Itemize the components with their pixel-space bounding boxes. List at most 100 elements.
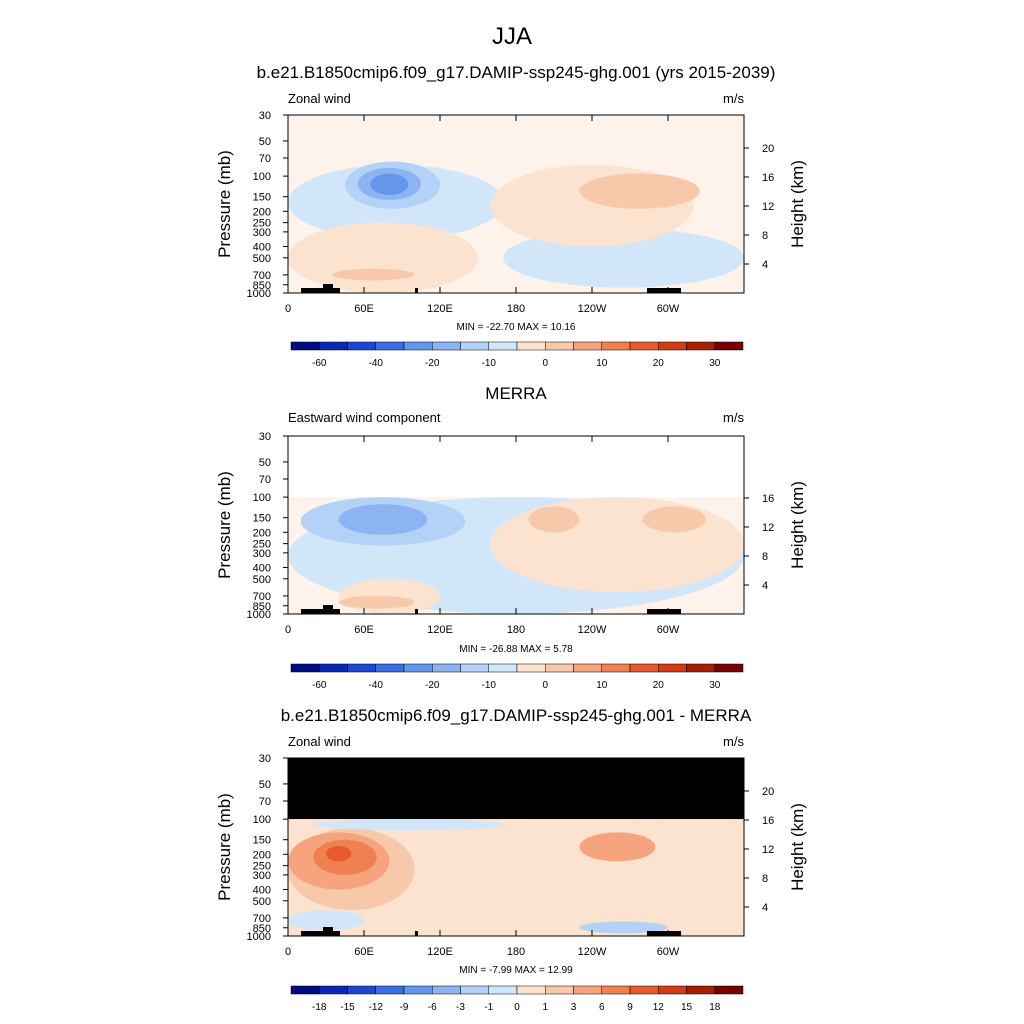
colorbar-label: 30 <box>709 680 721 691</box>
x-tick-label: 0 <box>285 946 291 958</box>
y-tick-label: 500 <box>253 574 271 586</box>
colorbar: -60 -40 -20 -10 0 10 20 30 <box>290 663 744 691</box>
colorbar-box <box>573 341 602 351</box>
colorbar-label: 20 <box>653 680 665 691</box>
colorbar-box <box>375 341 405 351</box>
colorbar-box <box>403 341 433 351</box>
contour-region <box>490 497 744 593</box>
height-tick-label: 12 <box>762 522 774 534</box>
topography <box>647 288 681 293</box>
colorbar-label: 12 <box>653 1002 665 1013</box>
contour-region <box>326 846 352 862</box>
panel-units: m/s <box>723 91 744 106</box>
x-tick-label: 0 <box>285 624 291 636</box>
colorbar-box <box>686 663 715 673</box>
colorbar-box <box>629 663 659 673</box>
topography <box>647 609 681 614</box>
colorbar-label: -15 <box>340 1002 355 1013</box>
colorbar-box <box>714 663 744 673</box>
y-tick-label: 300 <box>253 548 271 560</box>
colorbar-label: -6 <box>428 1002 437 1013</box>
colorbar-box <box>460 985 489 995</box>
topography <box>301 288 340 293</box>
colorbar-label: 0 <box>542 358 548 369</box>
x-tick-label: 120W <box>578 946 607 958</box>
colorbar-box <box>545 985 574 995</box>
x-tick-label: 120E <box>427 303 453 315</box>
height-axis-label: Height (km) <box>788 481 807 569</box>
colorbar-box <box>573 985 602 995</box>
topography <box>323 605 333 614</box>
height-tick-label: 16 <box>762 493 774 505</box>
x-tick-label: 180 <box>507 303 525 315</box>
y-tick-label: 30 <box>259 753 271 765</box>
topography <box>301 609 340 614</box>
height-tick-label: 8 <box>762 230 768 242</box>
colorbar: -60 -40 -20 -10 0 10 20 30 <box>290 341 744 369</box>
contour-region <box>370 173 409 195</box>
y-tick-label: 700 <box>253 913 271 925</box>
colorbar-box <box>290 985 320 995</box>
y-tick-label: 500 <box>253 896 271 908</box>
colorbar-box <box>403 985 433 995</box>
colorbar-label: 10 <box>596 358 608 369</box>
contour-region <box>288 910 364 931</box>
colorbar-box <box>573 663 602 673</box>
contour-region <box>338 504 428 535</box>
colorbar-label: -60 <box>312 358 327 369</box>
colorbar-box <box>545 663 574 673</box>
y-tick-label: 50 <box>259 779 271 791</box>
y-axis-label: Pressure (mb) <box>215 471 234 579</box>
colorbar-label: 6 <box>599 1002 605 1013</box>
y-tick-label: 700 <box>253 270 271 282</box>
colorbar-box <box>601 341 631 351</box>
height-tick-label: 16 <box>762 172 774 184</box>
colorbar-label: -10 <box>482 358 497 369</box>
colorbar-box <box>290 341 320 351</box>
height-tick-label: 8 <box>762 551 768 563</box>
panel-variable-label: Zonal wind <box>288 91 351 106</box>
colorbar-box <box>319 985 348 995</box>
colorbar-box <box>686 985 715 995</box>
contour-region <box>642 506 706 533</box>
y-tick-label: 850 <box>253 923 271 935</box>
y-tick-label: 30 <box>259 431 271 443</box>
colorbar-label: -20 <box>425 680 440 691</box>
topography <box>415 609 418 614</box>
colorbar-label: -1 <box>484 1002 493 1013</box>
colorbar-box <box>347 985 376 995</box>
colorbar-box <box>714 985 744 995</box>
x-tick-label: 120W <box>578 624 607 636</box>
colorbar-label: -60 <box>312 680 327 691</box>
panel-3: b.e21.B1850cmip6.f09_g17.DAMIP-ssp245-gh… <box>215 706 807 1013</box>
colorbar-box <box>658 663 687 673</box>
colorbar-label: 9 <box>627 1002 633 1013</box>
y-tick-label: 300 <box>253 870 271 882</box>
panel-2: MERRA Eastward wind component m/s 0 60E 120E 1… <box>215 384 807 691</box>
height-tick-label: 12 <box>762 844 774 856</box>
colorbar-box <box>488 985 518 995</box>
x-tick-label: 60W <box>657 303 680 315</box>
y-axis-label: Pressure (mb) <box>215 150 234 258</box>
y-tick-label: 150 <box>253 192 271 204</box>
y-tick-label: 400 <box>253 884 271 896</box>
colorbar-label: 20 <box>653 358 665 369</box>
panel-variable-label: Eastward wind component <box>288 410 441 425</box>
height-axis-label: Height (km) <box>788 803 807 891</box>
y-axis-label: Pressure (mb) <box>215 793 234 901</box>
panel-stats: MIN = -22.70 MAX = 10.16 <box>457 322 576 333</box>
missing-data-region <box>288 758 744 820</box>
y-tick-label: 50 <box>259 457 271 469</box>
colorbar-box <box>432 341 461 351</box>
colorbar-box <box>319 663 348 673</box>
y-tick-label: 400 <box>253 241 271 253</box>
colorbar: -18 -15 -12 -9 -6 -3 -1 0 1 3 6 9 12 15 18 <box>290 985 744 1013</box>
y-tick-label: 100 <box>253 171 271 183</box>
contour-region <box>338 595 415 609</box>
colorbar-label: 0 <box>514 1002 520 1013</box>
height-tick-label: 20 <box>762 143 774 155</box>
panel-stats: MIN = -7.99 MAX = 12.99 <box>459 965 573 976</box>
colorbar-label: 0 <box>542 680 548 691</box>
panel-title: MERRA <box>485 384 547 403</box>
contour-region <box>579 173 700 209</box>
